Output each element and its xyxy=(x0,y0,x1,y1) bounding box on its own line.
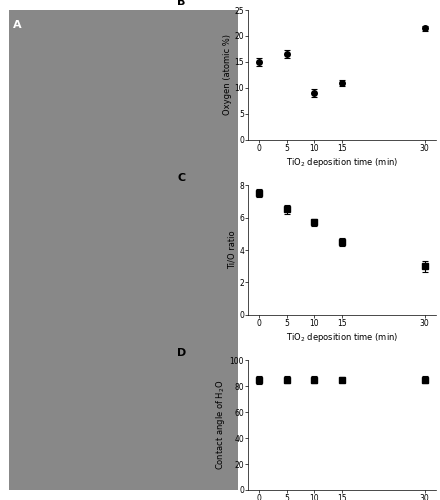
X-axis label: TiO$_2$ deposition time (min): TiO$_2$ deposition time (min) xyxy=(286,331,398,344)
X-axis label: TiO$_2$ deposition time (min): TiO$_2$ deposition time (min) xyxy=(286,156,398,168)
Y-axis label: Oxygen (atomic %): Oxygen (atomic %) xyxy=(223,34,231,116)
Text: D: D xyxy=(177,348,186,358)
Text: C: C xyxy=(177,172,185,182)
Y-axis label: Ti/O ratio: Ti/O ratio xyxy=(227,230,236,270)
Y-axis label: Contact angle of H$_2$O: Contact angle of H$_2$O xyxy=(214,380,227,470)
Text: A: A xyxy=(13,20,22,30)
Text: B: B xyxy=(177,0,185,8)
